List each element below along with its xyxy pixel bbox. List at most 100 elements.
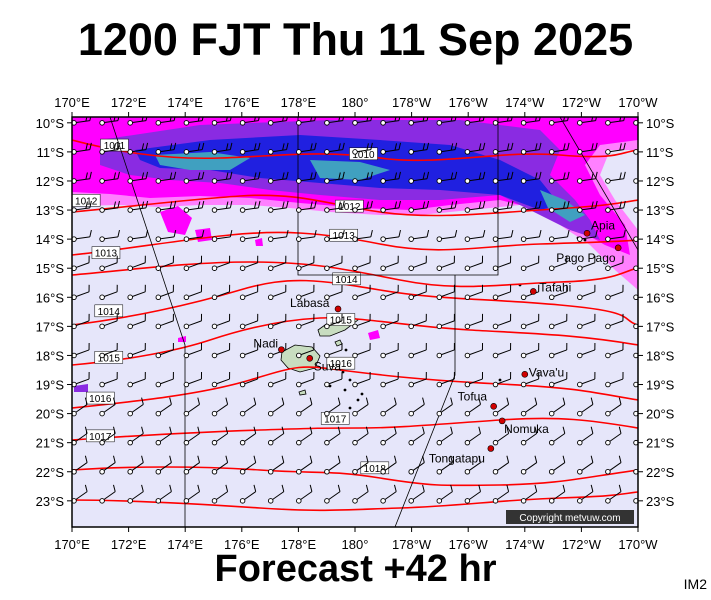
- wind-barb-station: [464, 265, 471, 271]
- wind-barb-staff: [469, 178, 484, 182]
- isobar-layer: 1011101010121012101310131014101410151015…: [72, 138, 638, 512]
- wind-barb-staff: [582, 178, 596, 182]
- wind-barb-staff: [160, 320, 174, 327]
- wind-barb-feather: [253, 484, 257, 492]
- isobar-label-text: 1012: [338, 202, 361, 213]
- wind-barb: [605, 484, 622, 504]
- wind-barb-station: [548, 236, 555, 242]
- wind-barb: [155, 284, 174, 301]
- wind-barb-feather: [482, 229, 486, 238]
- wind-barb-station: [380, 381, 386, 388]
- isobar-label-text: 1016: [89, 394, 112, 405]
- wind-barb-feather: [478, 426, 481, 434]
- wind-barb: [239, 372, 259, 388]
- wind-barb: [352, 484, 369, 504]
- wind-barb: [183, 426, 200, 446]
- wind-barb-station: [548, 294, 555, 301]
- wind-barb-feather: [113, 484, 116, 492]
- wind-barb: [352, 313, 371, 330]
- wind-barb-feather: [422, 143, 426, 151]
- wind-barb: [72, 342, 90, 359]
- wind-barb: [99, 255, 118, 271]
- wind-barb-feather: [286, 229, 289, 238]
- wind-barb-station: [605, 294, 611, 301]
- wind-barb-station: [155, 323, 162, 330]
- wind-barb: [296, 117, 316, 126]
- lon-label-top: 176°W: [449, 95, 489, 110]
- wind-barb-feather: [482, 200, 486, 208]
- wind-barb-feather: [534, 484, 538, 492]
- wind-barb-station: [408, 381, 414, 388]
- wind-barb-staff: [469, 349, 483, 356]
- lon-label-top: 178°E: [281, 95, 317, 110]
- place-name: Labasa: [290, 296, 330, 310]
- wind-barb-feather: [201, 171, 205, 179]
- wind-barb-station: [633, 178, 638, 184]
- wind-barb: [605, 313, 624, 330]
- wind-barb-station: [352, 236, 358, 242]
- wind-barb-station: [548, 410, 555, 417]
- wind-barb-feather: [567, 142, 570, 150]
- wind-barb-staff: [300, 262, 315, 268]
- wind-barb-station: [239, 265, 246, 271]
- wind-barb-staff: [553, 207, 568, 211]
- wind-barb-feather: [618, 484, 622, 492]
- wind-barb-feather: [145, 171, 149, 179]
- wind-barb: [127, 342, 146, 359]
- wind-barb: [72, 455, 88, 475]
- wind-barb-staff: [610, 207, 624, 211]
- wind-barb-station: [127, 323, 133, 330]
- wind-barb-station: [492, 149, 499, 155]
- wind-barb-feather: [229, 171, 233, 179]
- wind-barb-station: [436, 498, 443, 504]
- wind-barb-station: [296, 207, 302, 213]
- wind-barb-station: [155, 178, 162, 184]
- wind-barb-feather: [145, 142, 149, 150]
- wind-barb: [492, 397, 510, 417]
- wind-barb-staff: [188, 236, 203, 240]
- wind-barb-feather: [538, 229, 542, 238]
- wind-barb: [239, 342, 259, 359]
- wind-barb: [211, 397, 229, 417]
- wind-barb-feather: [338, 172, 341, 180]
- wind-barb-feather: [510, 171, 514, 179]
- wind-barb: [155, 484, 172, 504]
- wind-barb-staff: [75, 462, 88, 471]
- isobar-label-text: 1016: [330, 359, 353, 370]
- wind-barb-staff: [609, 462, 622, 471]
- wind-barb-station: [577, 265, 583, 271]
- wind-barb-station: [239, 120, 246, 126]
- wind-barb-station: [239, 469, 246, 475]
- wind-barb: [577, 426, 594, 446]
- wind-barb-station: [211, 236, 218, 242]
- wind-barb-feather: [141, 426, 144, 434]
- wind-barb-feather: [450, 397, 453, 405]
- wind-barb: [183, 255, 203, 271]
- wind-barb-feather: [113, 143, 117, 151]
- wind-barb: [436, 313, 455, 330]
- wind-barb-feather: [117, 200, 120, 208]
- wind-barb-staff: [329, 149, 343, 153]
- wind-barb-station: [324, 323, 330, 330]
- place-marker: Suva: [306, 355, 341, 373]
- wind-barb-feather: [562, 484, 566, 492]
- isobar-label-text: 1015: [98, 353, 121, 364]
- wind-barb-feather: [619, 201, 622, 209]
- wind-barb: [380, 171, 401, 184]
- wind-barb-feather: [506, 143, 510, 151]
- wind-barb: [520, 342, 540, 359]
- wind-barb-feather: [590, 484, 594, 492]
- wind-barb: [296, 484, 313, 504]
- wind-barb-station: [436, 265, 443, 271]
- wind-barb-staff: [132, 149, 147, 153]
- wind-barb-station: [211, 265, 218, 271]
- wind-barb: [239, 455, 257, 475]
- wind-barb-staff: [357, 236, 371, 240]
- wind-barb-feather: [257, 229, 261, 238]
- wind-barb-feather: [286, 171, 289, 179]
- wind-barb-feather: [197, 397, 200, 405]
- wind-barb-station: [520, 236, 527, 242]
- wind-barb-staff: [272, 320, 286, 327]
- wind-barb-station: [99, 265, 105, 271]
- lat-label-right: 22°S: [646, 465, 675, 480]
